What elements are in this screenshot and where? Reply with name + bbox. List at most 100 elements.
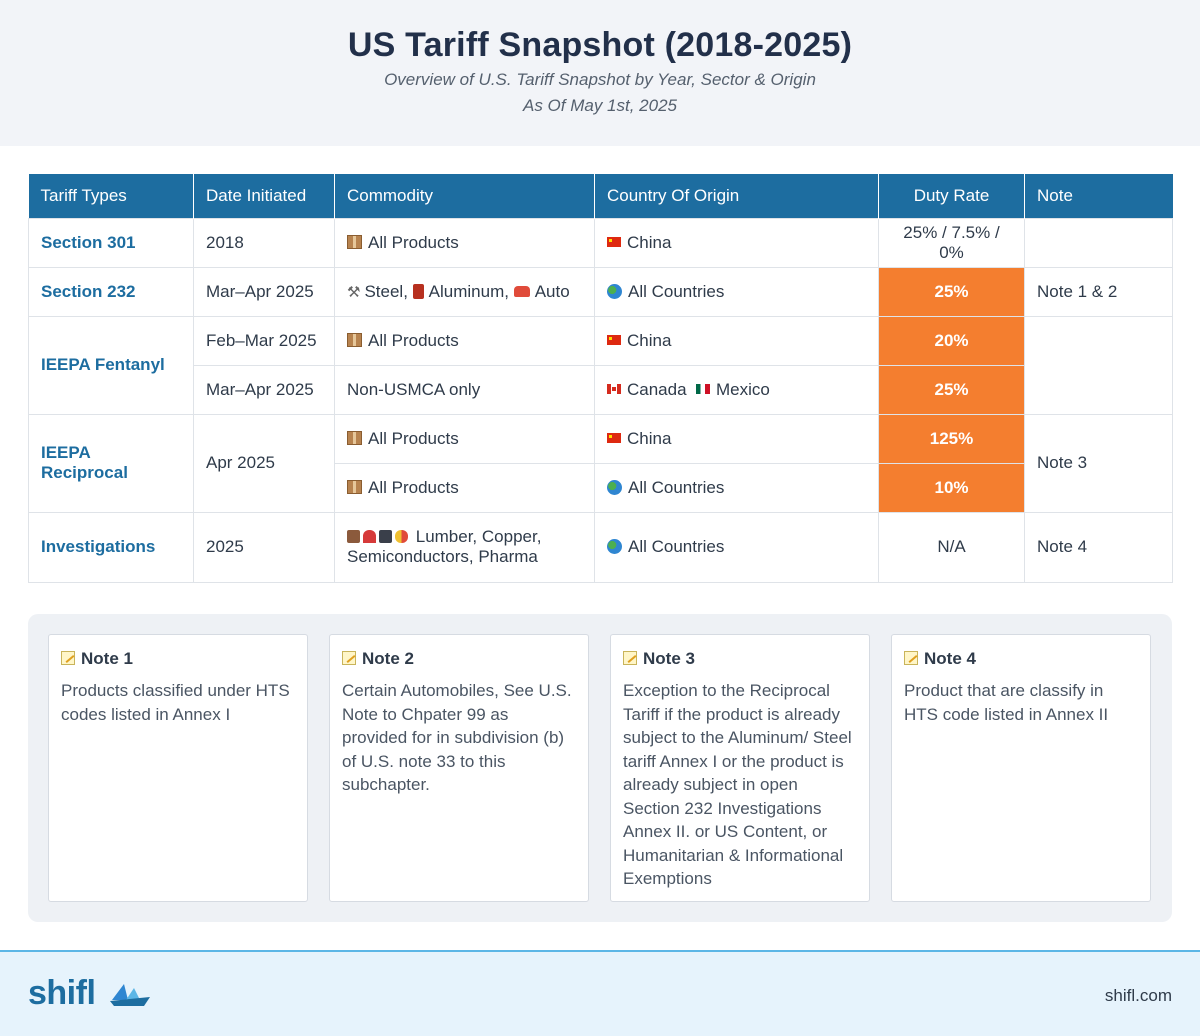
tariff-type: IEEPA Fentanyl: [28, 315, 194, 415]
note-ref: Note 3: [1024, 413, 1173, 513]
origin-label: All Countries: [628, 281, 725, 301]
pill-icon: [395, 530, 408, 543]
date-initiated: Feb–Mar 2025: [193, 315, 335, 366]
globe-icon: [607, 479, 622, 495]
duty-rate: 20%: [878, 315, 1025, 366]
china-flag-icon: [607, 334, 621, 345]
commodity: All Products: [334, 462, 595, 513]
commodity: All Products: [334, 315, 595, 366]
note-title-row: Note 2: [342, 649, 576, 669]
package-icon: [347, 479, 362, 494]
laptop-icon: [379, 530, 392, 543]
origin-label: Mexico: [716, 379, 770, 399]
country-of-origin: China: [594, 217, 879, 268]
commodity-label: Aluminum,: [428, 281, 509, 301]
table-row: Mar–Apr 2025 Non-USMCA only Canada Mexic…: [29, 364, 1173, 415]
duty-rate: 10%: [878, 462, 1025, 513]
column-header: Duty Rate: [878, 174, 1025, 218]
note-title: Note 1: [81, 649, 133, 668]
notes-panel: Note 1 Products classified under HTS cod…: [28, 614, 1172, 922]
country-of-origin: China: [594, 315, 879, 366]
duty-rate: 125%: [878, 413, 1025, 464]
column-header: Tariff Types: [28, 174, 194, 218]
package-icon: [347, 430, 362, 445]
date-initiated: 2018: [193, 217, 335, 268]
commodity-label: All Products: [368, 232, 459, 252]
note-title-row: Note 4: [904, 649, 1138, 669]
column-header: Commodity: [334, 174, 595, 218]
origin-label: China: [627, 428, 672, 448]
page-title: US Tariff Snapshot (2018-2025): [347, 26, 853, 64]
commodity: All Products: [334, 217, 595, 268]
commodity-label: All Products: [368, 330, 459, 350]
table-row: Section 232 Mar–Apr 2025 ⚒ Steel, Aluminu…: [28, 266, 1173, 317]
duty-rate: 25%: [878, 266, 1025, 317]
commodity: Non-USMCA only: [334, 364, 595, 415]
date-initiated: 2025: [193, 511, 335, 583]
note-title: Note 3: [643, 649, 695, 668]
tariff-type: IEEPA Reciprocal: [28, 413, 194, 513]
note-title-row: Note 3: [623, 649, 857, 669]
lumber-icon: [347, 530, 360, 543]
date-initiated: Mar–Apr 2025: [193, 266, 335, 317]
magnet-icon: [363, 530, 376, 543]
memo-icon: [904, 651, 918, 665]
origin-label: China: [627, 232, 672, 252]
memo-icon: [623, 651, 637, 665]
note-title: Note 4: [924, 649, 976, 668]
package-icon: [347, 234, 362, 249]
note-card: Note 4 Product that are classify in HTS …: [891, 634, 1151, 902]
car-icon: [513, 285, 530, 297]
origin-label: All Countries: [628, 537, 725, 556]
barrel-icon: [412, 283, 424, 299]
website-link[interactable]: shifl.com: [1104, 986, 1172, 1005]
tariff-table: Tariff Types Date Initiated Commodity Co…: [28, 174, 1173, 583]
country-of-origin: China: [594, 413, 879, 464]
note-card: Note 2 Certain Automobiles, See U.S. Not…: [329, 634, 589, 902]
note-ref: [1024, 315, 1173, 415]
duty-rate: 25%: [878, 364, 1025, 415]
note-body: Certain Automobiles, See U.S. Note to Ch…: [342, 681, 572, 794]
note-body: Exception to the Reciprocal Tariff if th…: [623, 681, 852, 888]
origin-label: Canada: [627, 379, 687, 399]
column-header: Country Of Origin: [594, 174, 879, 218]
note-card: Note 3 Exception to the Reciprocal Tarif…: [610, 634, 870, 902]
note-title-row: Note 1: [61, 649, 295, 669]
commodity-label: All Products: [368, 428, 459, 448]
as-of-date: As Of May 1st, 2025: [522, 96, 677, 115]
page-footer: shifl shifl.com: [0, 950, 1200, 1036]
table-row: IEEPA Reciprocal Apr 2025 All Products C…: [28, 413, 1173, 513]
table-row: IEEPA Fentanyl Feb–Mar 2025 All Products…: [28, 315, 1173, 415]
column-header: Date Initiated: [193, 174, 335, 218]
memo-icon: [342, 651, 356, 665]
note-card: Note 1 Products classified under HTS cod…: [48, 634, 308, 902]
page-subtitle: Overview of U.S. Tariff Snapshot by Year…: [384, 70, 816, 89]
china-flag-icon: [607, 236, 621, 247]
note-body: Product that are classify in HTS code li…: [904, 681, 1109, 724]
boat-logo-icon: [110, 984, 150, 1006]
note-title: Note 2: [362, 649, 414, 668]
memo-icon: [61, 651, 75, 665]
table-row: Section 301 2018 All Products China 25% …: [28, 217, 1173, 268]
commodity-label: Auto: [534, 281, 570, 301]
package-icon: [347, 332, 362, 347]
note-ref: [1024, 217, 1173, 268]
table-header-row: Tariff Types Date Initiated Commodity Co…: [28, 174, 1173, 218]
commodity-label: All Products: [368, 477, 459, 497]
duty-rate: 25% / 7.5% / 0%: [878, 217, 1025, 268]
column-header: Note: [1024, 174, 1173, 218]
country-of-origin: All Countries: [594, 266, 879, 317]
commodity: ⚒ Steel, Aluminum, Auto: [334, 266, 595, 317]
globe-icon: [607, 539, 622, 554]
date-initiated: Mar–Apr 2025: [193, 364, 335, 415]
note-ref: Note 4: [1024, 511, 1173, 583]
china-flag-icon: [607, 432, 621, 443]
commodity-label: Lumber, Copper, Semiconductors, Pharma: [347, 527, 542, 566]
origin-label: China: [627, 330, 672, 350]
mexico-flag-icon: [696, 383, 711, 394]
duty-rate: N/A: [878, 511, 1025, 583]
tariff-type: Section 232: [28, 266, 194, 317]
note-body: Products classified under HTS codes list…: [61, 681, 290, 724]
country-of-origin: Canada Mexico: [594, 364, 879, 415]
globe-icon: [607, 283, 622, 299]
